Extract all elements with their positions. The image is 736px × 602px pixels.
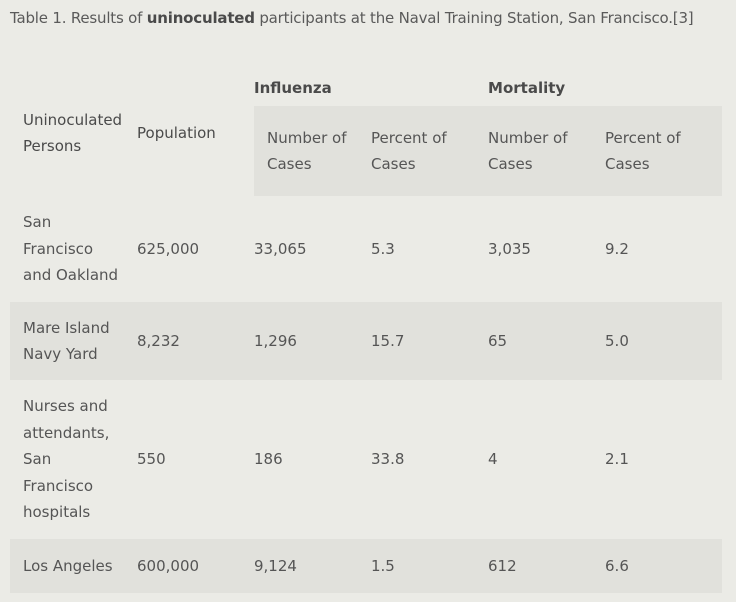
table-row: Los Angeles 600,000 9,124 1.5 612 6.6 [10,539,723,593]
caption-suffix: participants at the Naval Training Stati… [254,9,694,27]
cell-persons-text: San Francisco and Oakland [23,213,119,285]
cell-flu-percent: 15.7 [371,331,405,350]
cell-mort-percent: 5.0 [605,331,629,350]
caption-prefix: Table 1. Results of [10,9,147,27]
cell-mort-cases: 4 [488,450,498,469]
cell-flu-percent: 5.3 [371,239,395,258]
header-flu-cases: Number of Cases [254,106,371,196]
cell-persons: Nurses and attendants, San Francisco hos… [10,380,137,539]
caption-bold: uninoculated [146,9,255,27]
cell-flu-cases: 33,065 [254,239,307,258]
cell-persons: Los Angeles [10,539,137,593]
cell-population: 8,232 [137,331,180,350]
table-row: Mare Island Navy Yard 8,232 1,296 15.7 6… [10,302,723,380]
cell-mort-cases: 65 [488,331,508,350]
cell-persons: San Francisco and Oakland [10,196,137,302]
cell-population: 600,000 [137,556,200,575]
results-table: Uninoculated Persons Population Influenz… [10,70,723,593]
header-flu-percent: Percent of Cases [371,106,489,196]
table-row: Nurses and attendants, San Francisco hos… [10,380,722,539]
header-mort-cases-text: Number of Cases [488,128,568,174]
cell-flu-cases: 1,296 [254,331,297,350]
header-mort-percent-text: Percent of Cases [605,128,681,174]
header-persons: Uninoculated Persons [10,70,137,196]
header-mortality: Mortality [488,78,566,97]
header-group-row: Uninoculated Persons Population Influenz… [10,70,722,155]
table-row: San Francisco and Oakland 625,000 33,065… [10,196,722,302]
header-mort-cases: Number of Cases [488,106,606,196]
header-sub-row: Number of Cases Percent of Cases Number … [10,106,723,196]
cell-population: 550 [137,450,166,469]
cell-mort-percent: 2.1 [605,450,629,469]
cell-flu-cases: 186 [254,450,283,469]
table-caption: Table 1. Results of uninoculated partici… [10,9,694,27]
cell-persons: Mare Island Navy Yard [10,302,137,380]
cell-flu-percent: 1.5 [371,556,395,575]
cell-flu-cases: 9,124 [254,556,297,575]
cell-persons-text: Los Angeles [23,556,113,575]
header-mort-percent: Percent of Cases [605,106,723,196]
cell-persons-text: Nurses and attendants, San Francisco hos… [23,397,110,522]
cell-persons-text: Mare Island Navy Yard [23,318,110,364]
cell-population: 625,000 [137,239,200,258]
header-flu-cases-text: Number of Cases [267,128,347,174]
cell-mort-percent: 6.6 [605,556,629,575]
header-population: Population [137,123,216,142]
header-persons-text: Uninoculated Persons [23,110,123,156]
cell-mort-cases: 3,035 [488,239,531,258]
header-influenza: Influenza [254,78,332,97]
cell-mort-cases: 612 [488,556,517,575]
cell-mort-percent: 9.2 [605,239,629,258]
cell-flu-percent: 33.8 [371,450,405,469]
header-flu-percent-text: Percent of Cases [371,128,447,174]
